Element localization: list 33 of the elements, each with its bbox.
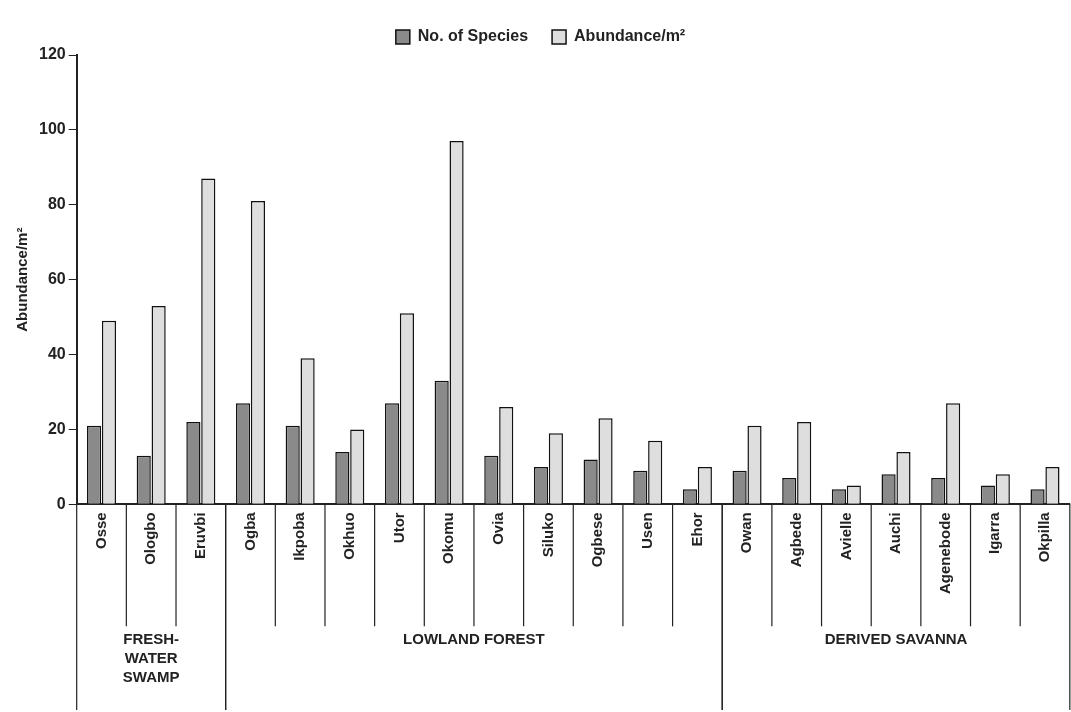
y-tick-label: 60	[47, 270, 66, 288]
x-tick-label: Utor	[389, 512, 407, 544]
x-tick-label: Ikpoba	[290, 511, 308, 561]
y-tick-label: 120	[38, 45, 66, 63]
x-tick-label: Auchi	[886, 512, 904, 554]
legend-label: Abundance/m²	[574, 27, 686, 45]
y-tick-label: 100	[38, 120, 66, 138]
text: DERIVED SAVANNA	[824, 629, 968, 647]
y-tick-label: 80	[47, 195, 66, 213]
x-tick-label: Agenebode	[935, 512, 953, 595]
x-tick-label: Siluko	[538, 512, 556, 558]
x-tick-label: Agbede	[786, 512, 804, 568]
x-tick-label: Okpilla	[1035, 511, 1053, 563]
x-tick-label: Ologbo	[141, 512, 159, 565]
x-tick-label: Ehor	[687, 512, 705, 547]
x-tick-label: Ogbese	[588, 512, 606, 568]
text: FRESH-WATER SWAMP	[122, 629, 180, 685]
y-tick-label: 20	[47, 419, 66, 437]
x-tick-label: Owan	[737, 512, 755, 554]
y-axis-title: Abundance/m²	[13, 227, 31, 332]
x-tick-label: Igarra	[985, 511, 1003, 555]
x-tick-label: Ovia	[488, 511, 506, 545]
x-tick-label: Ogba	[240, 511, 258, 551]
legend-label: No. of Species	[417, 27, 529, 45]
x-tick-label: Eruvbi	[190, 512, 208, 560]
y-tick-label: 40	[47, 344, 66, 362]
x-tick-label: Usen	[637, 512, 655, 550]
x-tick-label: Avielle	[836, 512, 854, 561]
y-tick-label: 0	[56, 494, 66, 512]
text: LOWLAND FOREST	[403, 629, 545, 647]
x-tick-label: Osse	[91, 512, 109, 550]
x-tick-label: Okhuo	[339, 512, 357, 560]
x-tick-label: Okomu	[439, 512, 457, 565]
